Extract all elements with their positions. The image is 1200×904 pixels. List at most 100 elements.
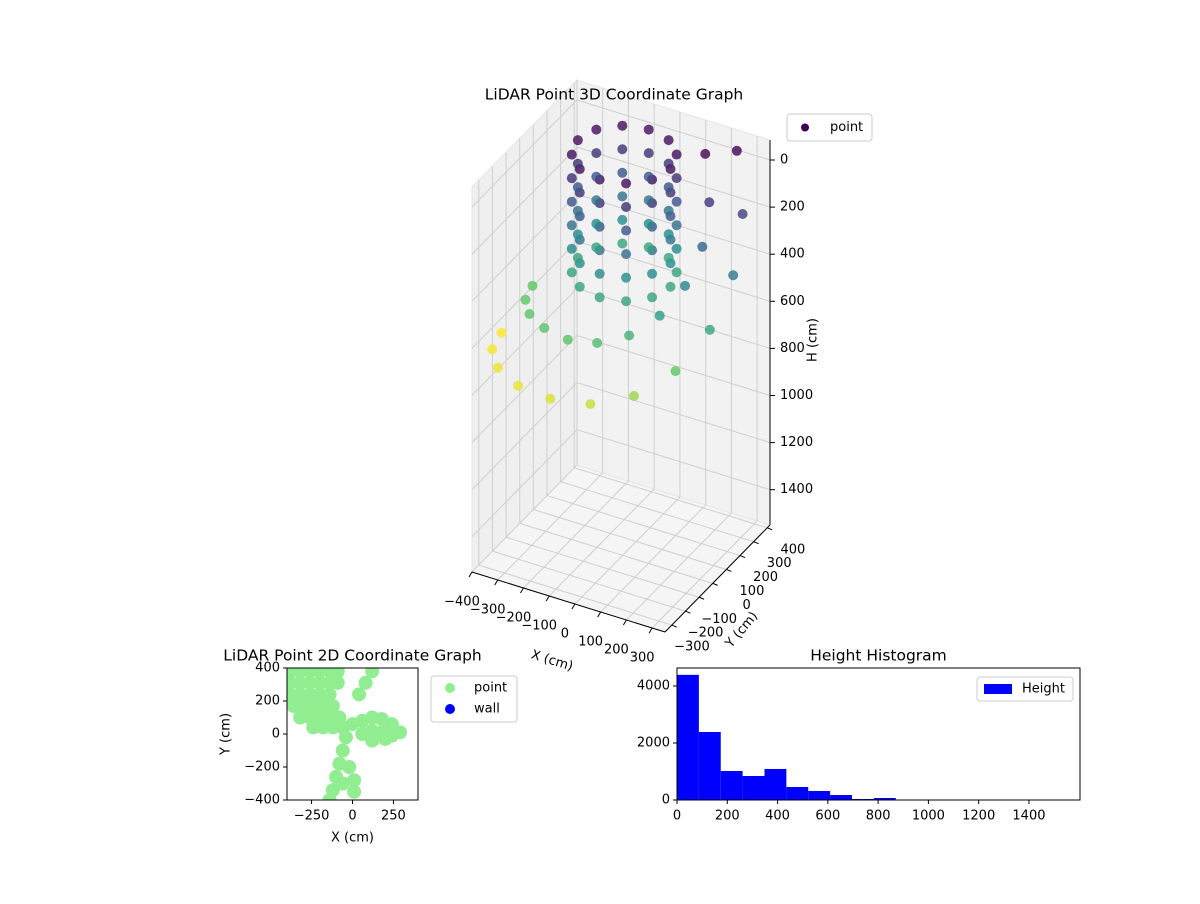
point [672, 150, 682, 160]
point [365, 734, 379, 748]
tick-mark [520, 588, 523, 593]
point [617, 144, 627, 154]
point [621, 178, 631, 188]
bar [830, 795, 852, 800]
tick-mark [740, 556, 745, 558]
y-tick-label: −100 [701, 612, 737, 627]
x-tick-label: 600 [815, 809, 840, 824]
y-tick-label: −200 [244, 760, 280, 775]
point [617, 121, 627, 131]
point [520, 295, 530, 305]
point [672, 173, 682, 183]
legend-marker [445, 683, 455, 693]
point [487, 344, 497, 354]
z-tick-label: 600 [780, 294, 805, 309]
point [680, 281, 690, 291]
bar [786, 787, 808, 800]
point [591, 242, 601, 252]
point [672, 197, 682, 207]
point [624, 331, 634, 341]
legend-marker [801, 124, 809, 132]
point [592, 338, 602, 348]
point [525, 309, 535, 319]
point [567, 220, 577, 230]
point [497, 328, 507, 338]
point [617, 168, 627, 178]
bar [677, 675, 699, 800]
point [567, 267, 577, 277]
x-tick-label: 1000 [912, 809, 945, 824]
point [331, 676, 345, 690]
point [591, 125, 601, 135]
y-tick-label: 0 [272, 727, 280, 742]
y-tick-label: 400 [780, 542, 805, 557]
point [336, 744, 350, 758]
point [621, 249, 631, 259]
point [629, 391, 639, 401]
y-axis-label: Y (cm) [219, 713, 234, 756]
chart-title: LiDAR Point 2D Coordinate Graph [223, 647, 481, 665]
chart-title: Height Histogram [810, 647, 947, 665]
back-pane [577, 80, 770, 525]
z-tick-label: 200 [780, 200, 805, 215]
point [644, 148, 654, 158]
point [621, 202, 631, 212]
point [738, 209, 748, 219]
point [365, 664, 379, 678]
y-tick-label: 300 [767, 556, 792, 571]
point [664, 253, 674, 263]
x-tick-label: 0 [348, 809, 356, 824]
x-tick-label: 250 [381, 809, 406, 824]
z-tick-label: 1400 [780, 482, 813, 497]
point [670, 366, 680, 376]
point [567, 244, 577, 254]
tick-mark [754, 542, 759, 544]
point [647, 269, 657, 279]
tick-mark [649, 628, 652, 633]
point [595, 269, 605, 279]
x-tick-label: 1200 [962, 809, 995, 824]
point [339, 730, 353, 744]
tick-mark [685, 611, 690, 613]
point [644, 219, 654, 229]
y-tick-label: 100 [740, 584, 765, 599]
point [493, 363, 503, 373]
point [573, 229, 583, 239]
z-tick-label: 400 [780, 247, 805, 262]
point [573, 159, 583, 169]
point [621, 226, 631, 236]
y-tick-label: −400 [244, 793, 280, 808]
y-tick-label: 4000 [637, 678, 670, 693]
z-tick-label: 1000 [780, 388, 813, 403]
y-tick-label: 200 [753, 570, 778, 585]
bar [808, 791, 830, 800]
point [621, 273, 631, 283]
point [664, 206, 674, 216]
point [563, 335, 573, 345]
point [591, 195, 601, 205]
x-axis-label: X (cm) [529, 648, 575, 675]
point [617, 238, 627, 248]
tick-mark [699, 597, 704, 599]
point [575, 282, 585, 292]
tick-mark [469, 572, 472, 577]
point [664, 159, 674, 169]
point [664, 182, 674, 192]
point [664, 135, 674, 145]
x-tick-label: −100 [521, 619, 557, 634]
bar [721, 771, 743, 800]
point [527, 281, 537, 291]
point [644, 172, 654, 182]
legend-label: point [474, 681, 507, 696]
point [573, 135, 583, 145]
point [644, 242, 654, 252]
point [704, 197, 714, 207]
legend-label: wall [474, 702, 500, 717]
point [567, 197, 577, 207]
z-tick-label: 1200 [780, 435, 813, 450]
point [647, 292, 657, 302]
legend-marker [984, 684, 1012, 694]
point [644, 195, 654, 205]
point [700, 149, 710, 159]
